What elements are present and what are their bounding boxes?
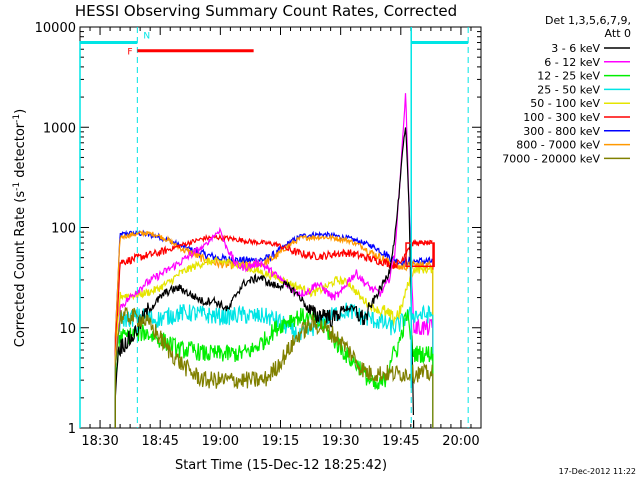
- y-tick-label: 1: [68, 422, 76, 437]
- x-tick-label: 19:30: [322, 434, 359, 449]
- y-axis-label: Corrected Count Rate (s-1 detector-1): [12, 109, 28, 347]
- night-flag-label: N: [143, 32, 150, 42]
- y-tick-label: 100: [51, 222, 76, 237]
- legend-header-detectors: Det 1,3,5,6,7,9,: [545, 14, 631, 27]
- x-tick-label: 18:45: [141, 434, 178, 449]
- legend-label: 300 - 800 keV: [523, 125, 600, 138]
- x-tick-label: 19:45: [382, 434, 419, 449]
- x-tick-label: 18:30: [81, 434, 118, 449]
- legend-header-attenuator: Att 0: [605, 27, 631, 40]
- x-tick-label: 19:00: [202, 434, 239, 449]
- y-tick-label: 10000: [35, 21, 76, 36]
- attenuator-box: [405, 242, 435, 268]
- legend-label: 12 - 25 keV: [537, 70, 600, 83]
- footer-timestamp: 17-Dec-2012 11:22: [559, 467, 636, 476]
- x-tick-label: 20:00: [442, 434, 479, 449]
- legend-label: 100 - 300 keV: [523, 111, 600, 124]
- y-tick-label: 10: [59, 322, 76, 337]
- legend-label: 800 - 7000 keV: [516, 139, 600, 152]
- legend-label: 25 - 50 keV: [537, 83, 600, 96]
- y-tick-label: 1000: [43, 121, 76, 136]
- legend-label: 3 - 6 keV: [551, 42, 600, 55]
- series-line-7000-20000-kev: [114, 306, 434, 428]
- legend-label: 6 - 12 keV: [544, 56, 600, 69]
- flare-flag-label: F: [127, 48, 132, 58]
- legend-label: 50 - 100 keV: [530, 97, 600, 110]
- legend-label: 7000 - 20000 keV: [502, 152, 600, 165]
- x-axis-label: Start Time (15-Dec-12 18:25:42): [175, 458, 387, 473]
- x-tick-label: 19:15: [262, 434, 299, 449]
- plot-area: 18:30 18:45 19:00 19:15 19:30 19:45 20:00 1 10 10…: [35, 21, 482, 449]
- chart-title: HESSI Observing Summary Count Rates, Cor…: [75, 2, 457, 20]
